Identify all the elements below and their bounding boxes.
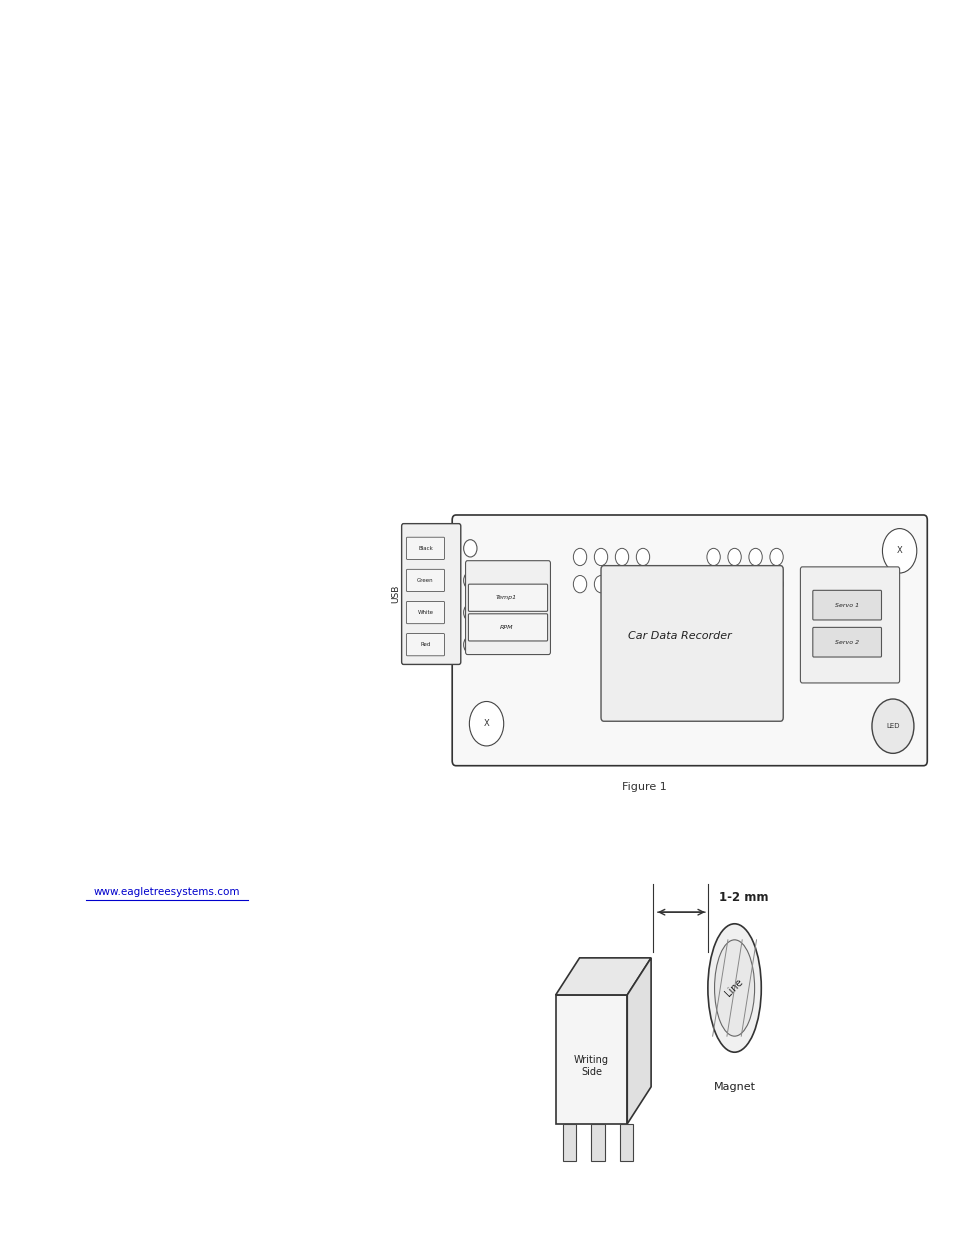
- Circle shape: [477, 604, 491, 621]
- Text: Car Data Recorder: Car Data Recorder: [628, 631, 731, 641]
- FancyBboxPatch shape: [800, 567, 899, 683]
- Text: 1-2 mm: 1-2 mm: [719, 890, 768, 904]
- Line: 2 pts: 2 pts: [712, 940, 727, 1036]
- Circle shape: [469, 701, 503, 746]
- FancyBboxPatch shape: [600, 566, 782, 721]
- Circle shape: [497, 631, 510, 648]
- Circle shape: [615, 548, 628, 566]
- Circle shape: [594, 576, 607, 593]
- Circle shape: [573, 548, 586, 566]
- Text: Line: Line: [723, 977, 744, 999]
- Text: Figure 1: Figure 1: [621, 782, 665, 792]
- FancyBboxPatch shape: [812, 627, 881, 657]
- Circle shape: [477, 631, 491, 648]
- FancyBboxPatch shape: [406, 601, 444, 624]
- FancyBboxPatch shape: [406, 569, 444, 592]
- Bar: [562, 1124, 576, 1161]
- Text: LED: LED: [885, 724, 899, 729]
- Circle shape: [516, 631, 529, 648]
- Text: X: X: [896, 546, 902, 556]
- Circle shape: [882, 529, 916, 573]
- Text: Servo 1: Servo 1: [834, 603, 859, 608]
- FancyBboxPatch shape: [468, 584, 547, 611]
- Circle shape: [573, 576, 586, 593]
- Text: www.eagletreesystems.com: www.eagletreesystems.com: [93, 887, 240, 897]
- Circle shape: [871, 699, 913, 753]
- Point: [706, 1029, 718, 1044]
- Polygon shape: [555, 958, 650, 995]
- Circle shape: [463, 540, 476, 557]
- Point: [736, 932, 747, 947]
- Circle shape: [497, 604, 510, 621]
- Point: [720, 1029, 732, 1044]
- Bar: [591, 1124, 604, 1161]
- FancyBboxPatch shape: [468, 614, 547, 641]
- FancyBboxPatch shape: [812, 590, 881, 620]
- Point: [735, 1029, 746, 1044]
- Text: Magnet: Magnet: [713, 1082, 755, 1092]
- Circle shape: [463, 636, 476, 653]
- Text: Temp1: Temp1: [495, 595, 517, 600]
- Circle shape: [706, 576, 720, 593]
- FancyBboxPatch shape: [401, 524, 460, 664]
- Circle shape: [727, 576, 740, 593]
- Point: [750, 932, 761, 947]
- FancyBboxPatch shape: [452, 515, 926, 766]
- Text: Red: Red: [420, 642, 430, 647]
- Polygon shape: [626, 958, 650, 1124]
- Circle shape: [727, 548, 740, 566]
- Circle shape: [516, 604, 529, 621]
- Text: White: White: [417, 610, 433, 615]
- Circle shape: [748, 548, 761, 566]
- Polygon shape: [555, 995, 626, 1124]
- Text: Green: Green: [416, 578, 434, 583]
- Text: X: X: [483, 719, 489, 729]
- Ellipse shape: [714, 940, 754, 1036]
- Circle shape: [463, 604, 476, 621]
- FancyBboxPatch shape: [406, 634, 444, 656]
- Circle shape: [769, 548, 782, 566]
- Ellipse shape: [707, 924, 760, 1052]
- Circle shape: [636, 548, 649, 566]
- Circle shape: [769, 576, 782, 593]
- Circle shape: [463, 572, 476, 589]
- Circle shape: [706, 548, 720, 566]
- Text: Writing
Side: Writing Side: [574, 1055, 608, 1077]
- Bar: [619, 1124, 632, 1161]
- Circle shape: [594, 548, 607, 566]
- Line: 2 pts: 2 pts: [726, 940, 741, 1036]
- Text: Servo 2: Servo 2: [834, 640, 859, 645]
- FancyBboxPatch shape: [406, 537, 444, 559]
- Text: Black: Black: [417, 546, 433, 551]
- FancyBboxPatch shape: [465, 561, 550, 655]
- Text: RPM: RPM: [498, 625, 513, 630]
- Text: USB: USB: [391, 585, 400, 603]
- Point: [721, 932, 733, 947]
- Line: 2 pts: 2 pts: [740, 940, 756, 1036]
- Circle shape: [615, 576, 628, 593]
- Circle shape: [748, 576, 761, 593]
- Circle shape: [636, 576, 649, 593]
